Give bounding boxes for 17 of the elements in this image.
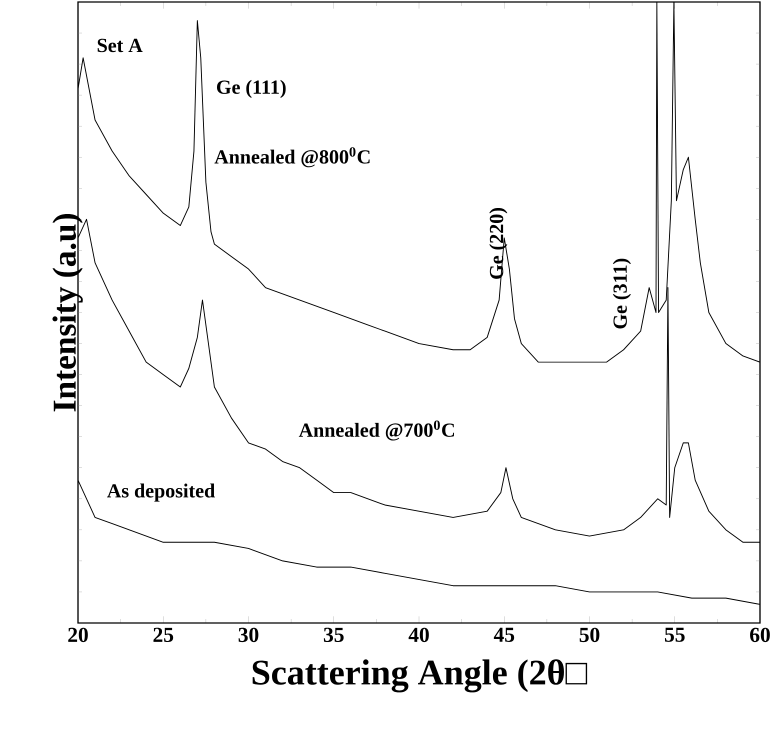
x-tick-label: 60 (750, 628, 770, 642)
x-tick-label: 45 (494, 628, 514, 642)
x-tick-label: 30 (238, 628, 258, 642)
annotation: Set A (98, 38, 143, 52)
series-label: Annealed @800$^{0}$C (214, 147, 370, 168)
x-tick-label: 35 (324, 628, 344, 642)
y-axis-title: Intensity (a.u) (52, 214, 83, 412)
x-tick-label: 40 (408, 628, 429, 642)
x-axis-title: Scattering Angle (2θ□ (252, 659, 588, 692)
x-tick-label: 25 (153, 628, 174, 642)
series-label: As deposited (107, 484, 215, 502)
series-label: Annealed @700$^{0}$C (298, 420, 454, 441)
x-tick-label: 50 (580, 628, 600, 642)
annotation: Ge (311) (612, 258, 631, 329)
x-tick-label: 55 (664, 628, 685, 642)
x-tick-label: 20 (68, 628, 88, 642)
annotation: Ge (111) (216, 80, 286, 98)
